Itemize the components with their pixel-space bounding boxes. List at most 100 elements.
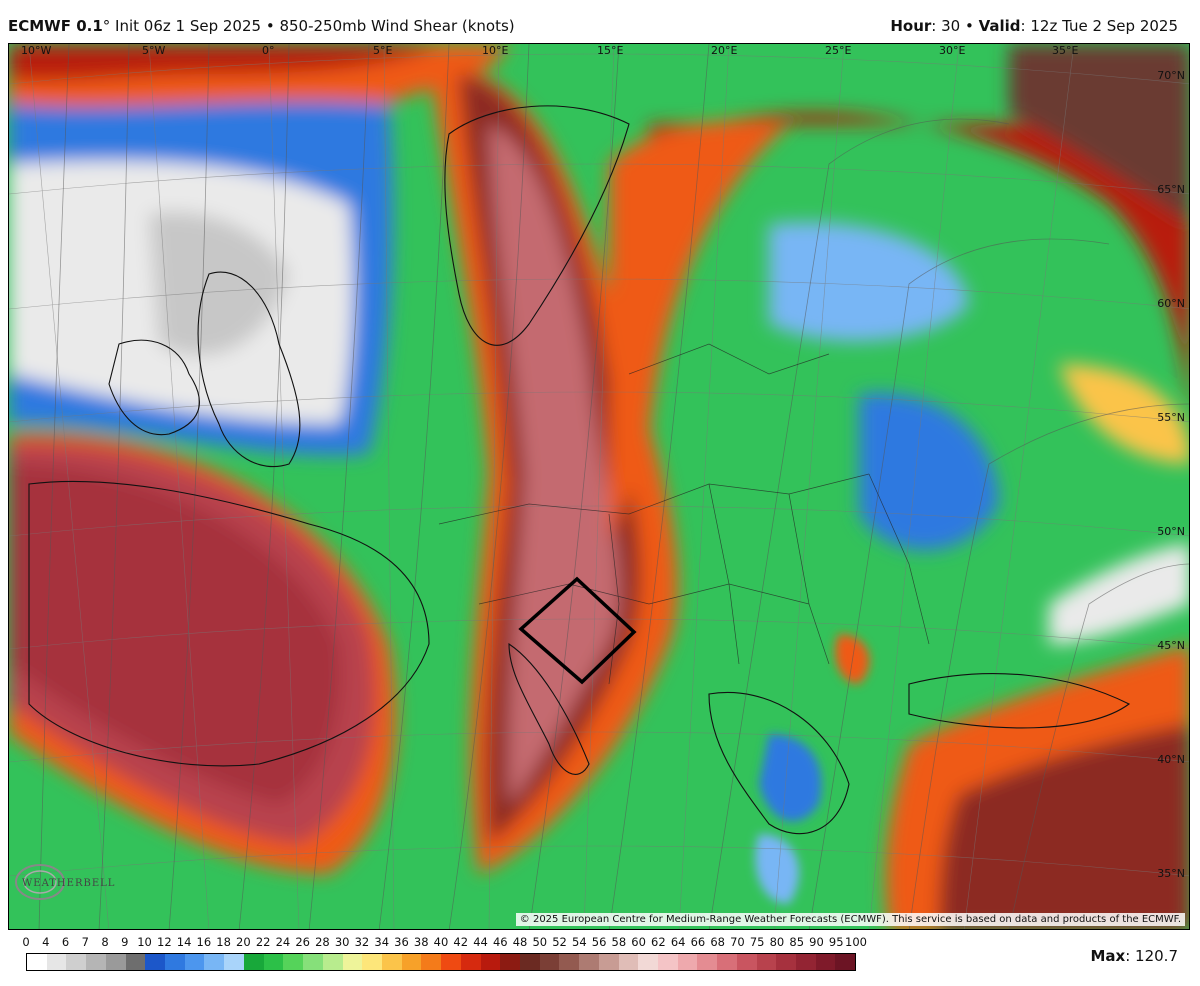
colorbar-label: 58 — [611, 935, 627, 949]
valid-value: : 12z Tue 2 Sep 2025 — [1020, 17, 1178, 35]
colorbar-label: 80 — [769, 935, 785, 949]
colorbar-swatch — [835, 954, 856, 970]
colorbar-swatch — [579, 954, 599, 970]
coast-britain — [197, 271, 301, 468]
colorbar-swatch — [638, 954, 658, 970]
orange-ring-west — [609, 120, 789, 545]
colorbar-swatch — [815, 954, 836, 970]
colorbar-swatch — [421, 954, 442, 970]
colorbar-swatch — [204, 954, 225, 970]
colorbar-label: 46 — [492, 935, 508, 949]
blue-patch-balkan — [759, 734, 822, 822]
hour-label: Hour — [890, 17, 932, 35]
colorbar-label: 100 — [845, 935, 867, 949]
lat-label: 50°N — [1157, 525, 1185, 538]
colorbar-label: 30 — [334, 935, 350, 949]
map-title: ECMWF 0.1° Init 06z 1 Sep 2025 • 850-250… — [8, 17, 515, 35]
logo-text: WEATHERBELL — [22, 878, 116, 889]
colorbar-label: 28 — [315, 935, 330, 949]
colorbar-label: 36 — [394, 935, 409, 949]
red-band-north — [9, 44, 439, 81]
shear-field — [9, 44, 1189, 929]
colorbar-label: 64 — [670, 935, 686, 949]
colorbar-swatch — [263, 954, 284, 970]
graticule — [9, 44, 1189, 929]
colorbar-swatch — [401, 954, 422, 970]
max-value: Max: 120.7 — [1091, 947, 1179, 965]
lon-label: 0° — [262, 44, 275, 57]
colorbar-label: 12 — [157, 935, 172, 949]
colorbar-swatch — [618, 954, 639, 970]
lat-label: 70°N — [1157, 69, 1185, 82]
lat-label: 55°N — [1157, 411, 1185, 424]
lat-label: 60°N — [1157, 297, 1185, 310]
colorbar-swatch — [480, 954, 501, 970]
lat-label: 40°N — [1157, 753, 1185, 766]
colorbar-swatch — [165, 954, 185, 970]
colorbar-label: 95 — [828, 935, 844, 949]
colorbar-label: 75 — [749, 935, 765, 949]
colorbar-label: 18 — [216, 935, 231, 949]
lon-label: 35°E — [1052, 44, 1079, 57]
colorbar-label: 56 — [591, 935, 607, 949]
coast-ireland — [108, 339, 200, 436]
colorbar-swatch — [342, 954, 363, 970]
colorbar-label: 22 — [255, 935, 271, 949]
colorbar-label: 40 — [433, 935, 449, 949]
gray-patch-nw — [149, 212, 289, 356]
colorbar-label: 6 — [61, 935, 70, 949]
colorbar-swatch — [697, 954, 718, 970]
valid-time: Hour: 30 • Valid: 12z Tue 2 Sep 2025 — [890, 17, 1178, 35]
colorbar-label: 34 — [374, 935, 390, 949]
brown-region-se — [939, 724, 1189, 929]
colorbar-swatch — [105, 954, 126, 970]
colorbar-label: 0 — [22, 935, 30, 949]
lon-label: 5°W — [142, 44, 166, 57]
colorbar-label: 54 — [572, 935, 587, 949]
colorbar-label: 70 — [730, 935, 745, 949]
colorbar-swatch — [27, 954, 47, 970]
lon-label: 20°E — [711, 44, 738, 57]
colorbar-swatch — [539, 954, 560, 970]
colorbar-label: 60 — [631, 935, 646, 949]
colorbar-label: 42 — [453, 935, 469, 949]
colorbar-swatch — [460, 954, 481, 970]
streamlines — [38, 44, 1189, 929]
colorbar-swatch — [362, 954, 382, 970]
blue-region-russia — [859, 392, 999, 551]
blue-region-finland — [769, 222, 969, 342]
colorbar-label: 9 — [121, 935, 129, 949]
colorbar-label: 14 — [176, 935, 192, 949]
max-number: : 120.7 — [1125, 947, 1178, 965]
colorbar-label: 10 — [137, 935, 152, 949]
colorbar-label: 4 — [42, 935, 50, 949]
colorbar-swatch — [441, 954, 461, 970]
colorbar-label: 66 — [690, 935, 706, 949]
colorbar-label: 50 — [532, 935, 548, 949]
colorbar-label: 52 — [552, 935, 567, 949]
lon-label: 10°E — [482, 44, 509, 57]
highlight-diamond — [518, 576, 637, 685]
colorbar-label: 7 — [81, 935, 89, 949]
colorbar-label: 62 — [651, 935, 666, 949]
lon-label: 5°E — [373, 44, 393, 57]
colorbar-swatch — [283, 954, 304, 970]
borders — [438, 343, 930, 685]
colorbar-swatch — [184, 954, 205, 970]
coast-iberia — [28, 480, 430, 767]
colorbar-label: 8 — [101, 935, 109, 949]
coastlines — [28, 105, 1131, 835]
colorbar-labels: 0 4 6 7 8 9 10 12 14 16 18 20 22 24 26 28 30 32 34 36 38 40 42… — [10, 935, 867, 949]
lon-label: 10°W — [21, 44, 52, 57]
shear-map[interactable]: 10°W 5°W 0° 5°E 10°E 15°E 20°E 25°E 30°E… — [8, 43, 1190, 930]
colorbar-label: 85 — [789, 935, 805, 949]
brown-region-ne — [1009, 44, 1189, 223]
colorbar-swatch — [66, 954, 87, 970]
colorbar-swatch — [796, 954, 816, 970]
colorbar-label: 16 — [196, 935, 212, 949]
colorbar-label: 68 — [710, 935, 725, 949]
init-time: Init 06z 1 Sep 2025 — [110, 17, 262, 35]
yellow-region-east — [1059, 364, 1189, 464]
max-label: Max — [1090, 947, 1126, 965]
colorbar-label: 90 — [809, 935, 824, 949]
